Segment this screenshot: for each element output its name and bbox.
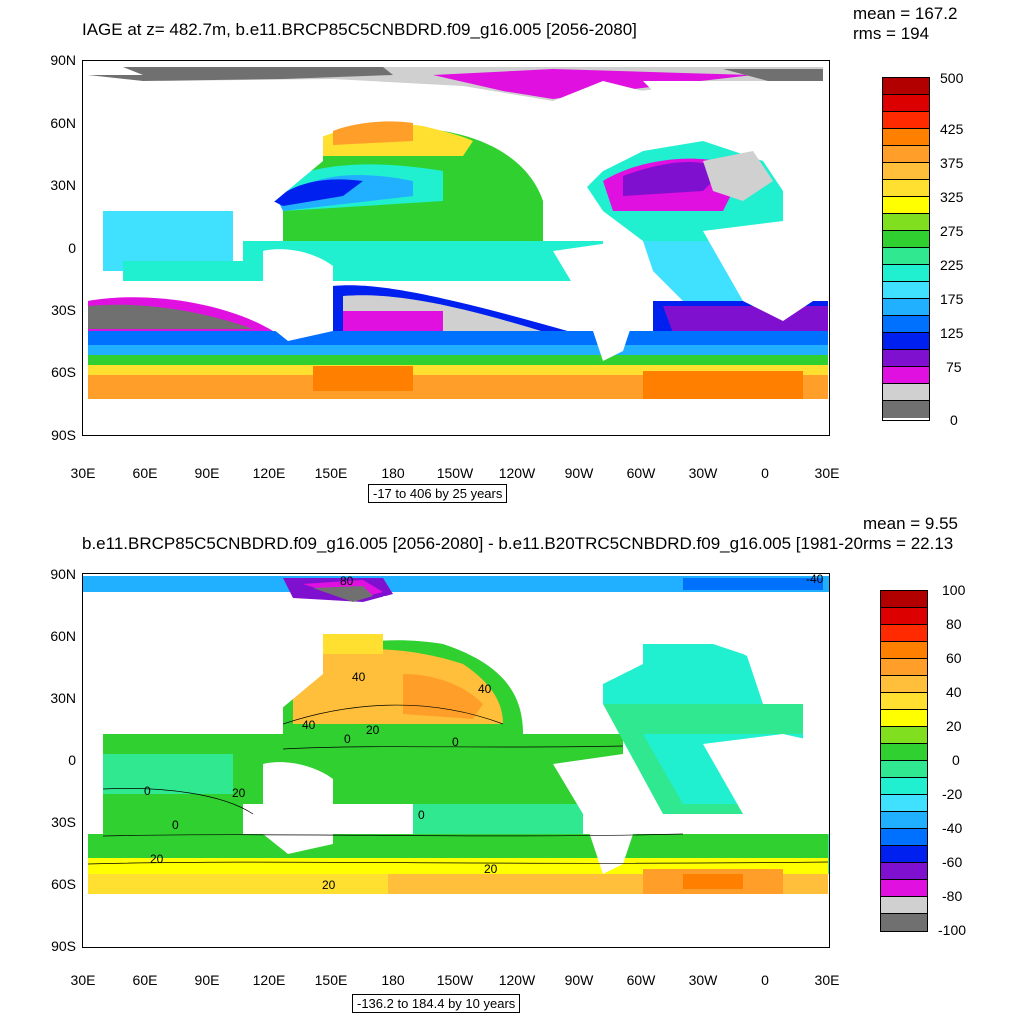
bottom-colorbar-label: 40 (946, 684, 962, 700)
contour-label: 20 (484, 862, 498, 876)
top-lon-label: 180 (381, 465, 405, 481)
contour-label: 80 (340, 574, 354, 588)
bottom-colorbar-label: 20 (946, 718, 962, 734)
bottom-colorbar-label: 100 (942, 582, 966, 598)
top-lon-label: 150W (436, 465, 474, 481)
top-lon-label: 120E (252, 465, 286, 481)
bottom-lon-label: 30E (70, 972, 96, 988)
contour-label: 40 (478, 682, 492, 696)
bottom-colorbar-label: -60 (942, 854, 963, 870)
contour-label: 0 (418, 808, 425, 822)
top-map-field (88, 67, 828, 434)
bottom-lon-label: 60W (626, 972, 656, 988)
top-lat-label: 60N (50, 115, 76, 131)
top-colorbar-label: 225 (940, 257, 964, 273)
bottom-colorbar-label: 60 (946, 650, 962, 666)
bottom-plot-title: b.e11.BRCP85C5CNBDRD.f09_g16.005 [2056-2… (82, 534, 863, 553)
top-rms: rms = 194 (853, 24, 930, 43)
bottom-colorbar-label: -80 (942, 888, 963, 904)
top-colorbar (882, 77, 930, 421)
bottom-colorbar-label: 0 (952, 752, 960, 768)
bottom-colorbar-label: -40 (942, 820, 963, 836)
top-colorbar-label: 425 (940, 121, 964, 137)
top-plot-title: IAGE at z= 482.7m, b.e11.BRCP85C5CNBDRD.… (82, 20, 637, 39)
contour-label: -40 (806, 572, 824, 586)
top-colorbar-label: 175 (940, 291, 964, 307)
top-lon-label: 0 (761, 465, 769, 481)
bottom-mean: mean = 9.55 (863, 514, 958, 533)
contour-label: 0 (452, 735, 459, 749)
top-colorbar-label: 325 (940, 189, 964, 205)
bottom-lon-label: 90W (564, 972, 594, 988)
bottom-lat-label: 90N (50, 566, 76, 582)
bottom-panel: b.e11.BRCP85C5CNBDRD.f09_g16.005 [2056-2… (0, 510, 1024, 1024)
contour-label: 0 (344, 732, 351, 746)
bottom-lon-label: 120W (498, 972, 536, 988)
bottom-rms: rms = 22.13 (863, 534, 954, 553)
bottom-lon-label: 180 (381, 972, 405, 988)
top-lon-label: 30W (688, 465, 718, 481)
bottom-lat-label: 60N (50, 628, 76, 644)
top-lon-label: 60W (626, 465, 656, 481)
top-colorbar-label: 375 (940, 155, 964, 171)
top-lat-label: 90S (51, 427, 76, 443)
top-lat-label: 90N (50, 52, 76, 68)
top-contour-info: -17 to 406 by 25 years (368, 484, 508, 503)
top-lon-label: 150E (314, 465, 348, 481)
bottom-lat-label: 60S (51, 876, 76, 892)
contour-label: 0 (172, 818, 179, 832)
bottom-lon-label: 120E (252, 972, 286, 988)
bottom-colorbar (880, 590, 928, 932)
contour-label: 40 (352, 670, 366, 684)
top-lon-label: 30E (814, 465, 840, 481)
contour-label: 40 (302, 718, 316, 732)
bottom-lon-label: 90E (194, 972, 220, 988)
bottom-colorbar-label: 80 (946, 616, 962, 632)
top-lon-label: 30E (70, 465, 96, 481)
contour-label: 0 (144, 784, 151, 798)
top-lon-label: 90E (194, 465, 220, 481)
bottom-lat-label: 30S (51, 814, 76, 830)
bottom-lat-label: 90S (51, 938, 76, 954)
bottom-contour-info: -136.2 to 184.4 by 10 years (352, 994, 521, 1013)
bottom-lon-label: 0 (761, 972, 769, 988)
bottom-colorbar-label: -20 (942, 786, 963, 802)
bottom-lon-label: 30E (814, 972, 840, 988)
bottom-stats: mean = 9.55 rms = 22.13 (863, 514, 958, 553)
top-lat-label: 30N (50, 177, 76, 193)
bottom-lon-label: 150E (314, 972, 348, 988)
contour-label: 20 (232, 786, 246, 800)
top-colorbar-label: 0 (950, 412, 958, 428)
top-colorbar-label: 500 (940, 70, 964, 86)
contour-label: 20 (322, 878, 336, 892)
top-lat-label: 0 (68, 240, 76, 256)
top-lon-label: 90W (564, 465, 594, 481)
bottom-colorbar-label: -100 (938, 922, 967, 938)
contour-label: 20 (366, 723, 380, 737)
bottom-map (82, 573, 830, 948)
top-mean: mean = 167.2 (853, 4, 958, 23)
bottom-map-field (83, 576, 829, 947)
top-map (82, 60, 830, 436)
bottom-lon-label: 150W (436, 972, 474, 988)
top-colorbar-label: 125 (940, 325, 964, 341)
contour-label: 20 (150, 852, 164, 866)
top-panel: IAGE at z= 482.7m, b.e11.BRCP85C5CNBDRD.… (0, 0, 1024, 510)
top-lon-label: 120W (498, 465, 536, 481)
bottom-lon-label: 30W (688, 972, 718, 988)
bottom-lat-label: 0 (68, 752, 76, 768)
top-lon-label: 60E (132, 465, 158, 481)
top-lat-label: 30S (51, 302, 76, 318)
top-colorbar-label: 75 (946, 359, 962, 375)
bottom-lon-label: 60E (132, 972, 158, 988)
bottom-lat-label: 30N (50, 690, 76, 706)
top-colorbar-label: 275 (940, 223, 964, 239)
top-stats: mean = 167.2 rms = 194 (853, 4, 958, 43)
top-lat-label: 60S (51, 364, 76, 380)
